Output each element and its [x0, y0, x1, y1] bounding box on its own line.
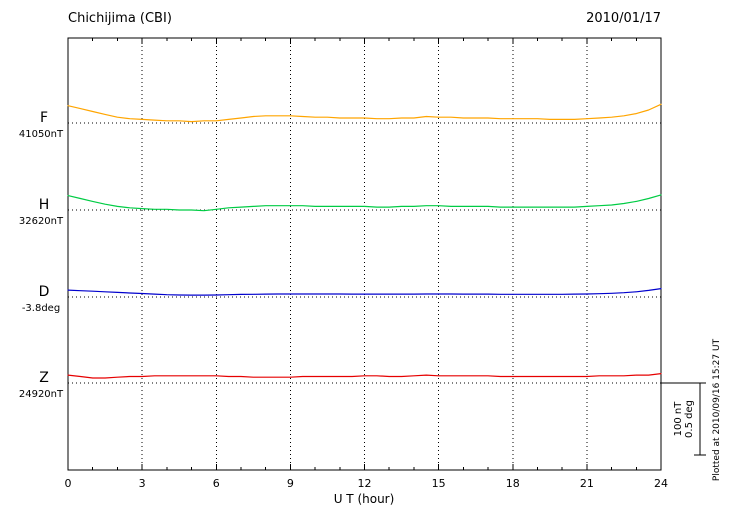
x-tick-label-21: 21 — [580, 477, 594, 490]
series-baseline-label-D: -3.8deg — [22, 303, 60, 314]
x-tick-label-6: 6 — [213, 477, 220, 490]
gridlines — [141, 38, 588, 470]
x-tick-label-0: 0 — [65, 477, 72, 490]
trace-F — [67, 103, 662, 123]
series-label-D: D — [39, 284, 50, 300]
scalebar-deg-label: 0.5 deg — [684, 400, 695, 438]
trace-H — [67, 194, 662, 212]
baselines — [68, 122, 661, 384]
x-tick-label-9: 9 — [287, 477, 294, 490]
series-baseline-label-Z: 24920nT — [19, 389, 64, 400]
series-label-H: H — [39, 197, 50, 213]
x-tick-label-18: 18 — [506, 477, 520, 490]
x-tick-label-15: 15 — [432, 477, 446, 490]
station-title: Chichijima (CBI) — [68, 11, 172, 26]
trace-D — [67, 288, 662, 296]
series-baseline-label-H: 32620nT — [19, 216, 64, 227]
series-baseline-label-F: 41050nT — [19, 129, 64, 140]
x-tick-label-12: 12 — [358, 477, 372, 490]
x-tick-label-3: 3 — [139, 477, 146, 490]
plotted-at-label: Plotted at 2010/09/16 15:27 UT — [712, 338, 722, 481]
traces — [67, 103, 662, 379]
x-tick-labels: 0 3 6 9 12 15 18 21 24 — [65, 477, 669, 490]
series-label-F: F — [40, 110, 48, 126]
scalebar-nt-label: 100 nT — [673, 401, 684, 437]
date-label: 2010/01/17 — [586, 11, 661, 26]
scale-bar: 100 nT 0.5 deg — [661, 382, 706, 456]
series-label-Z: Z — [39, 370, 49, 386]
series-labels: F 41050nT H 32620nT D -3.8deg Z 24920nT — [19, 110, 64, 400]
trace-Z — [67, 373, 662, 379]
x-tick-label-24: 24 — [654, 477, 668, 490]
axis-ticks — [67, 38, 662, 470]
x-axis-title: U T (hour) — [334, 492, 395, 506]
